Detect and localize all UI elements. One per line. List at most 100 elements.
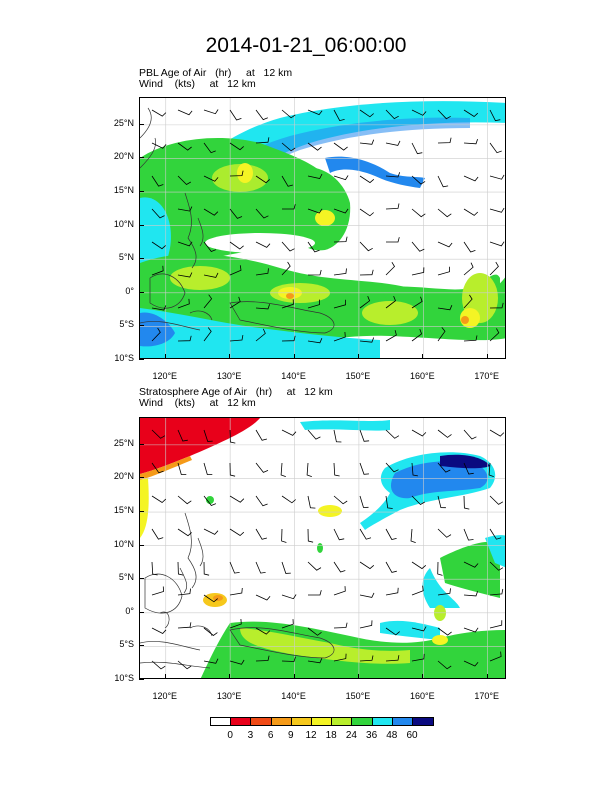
latitude-label: 10°N [113,218,134,229]
wind-barb [203,208,219,216]
wind-barb [281,528,287,543]
wind-barb [177,109,193,116]
latitude-tick [139,258,144,260]
wind-barb [177,660,192,670]
longitude-tick [164,674,166,679]
wind-barb [203,462,213,475]
pbl-yellow-1 [237,163,253,183]
wind-barb [229,335,244,342]
wind-barb [255,655,270,662]
age-of-air-colorbar [210,717,435,726]
pbl-cyan-south [140,308,380,358]
pbl-orange-1 [286,293,294,299]
wind-barb [333,331,346,342]
longitude-tick [486,354,488,359]
strat-red-nw [140,418,260,474]
longitude-label: 160°E [409,691,435,701]
pbl-coast-philippines [184,192,204,269]
wind-barb [151,586,164,596]
wind-barb [333,236,348,243]
wind-barb [489,495,504,505]
wind-barb [229,429,236,444]
wind-barb [255,594,271,601]
wind-barb [489,142,502,154]
colorbar-swatch [311,718,333,725]
wind-barb [463,109,479,118]
wind-barb [411,329,423,342]
strat-field [140,418,505,678]
wind-barb [151,208,165,219]
wind-barb [177,272,193,278]
wind-barb [463,208,479,216]
wind-barb [359,429,370,442]
strat-cyan-right-edge [485,535,505,568]
wind-barb [151,462,164,474]
wind-barb [359,109,374,118]
wind-barb [177,298,190,309]
wind-barb [437,627,452,636]
strat-title-line2: Wind (kts) at 12 km [139,397,256,409]
latitude-label: 15°N [113,185,134,196]
colorbar-swatch [412,718,434,725]
wind-barb [488,462,494,477]
longitude-tick [486,674,488,679]
wind-barb [203,327,212,342]
latitude-label: 5°S [119,319,134,330]
wind-barb [463,262,474,276]
wind-barb [177,142,192,151]
strat-darkblue-ne [440,454,490,469]
wind-barb [489,261,499,276]
wind-barb [437,109,451,120]
wind-barb [489,241,505,247]
wind-barb [359,592,375,598]
pbl-lightgreen-2 [170,266,230,290]
latitude-label: 20°N [113,151,134,162]
longitude-label: 150°E [345,371,371,381]
colorbar-swatch [251,718,272,725]
wind-barb [437,327,446,342]
wind-barb [281,299,294,309]
wind-barb [333,561,346,573]
wind-barb [307,495,316,509]
strat-green-dot-1 [206,496,214,504]
wind-barb [489,528,502,540]
wind-barb [385,295,396,309]
wind-barb [255,429,268,441]
longitude-label: 130°E [216,371,242,381]
wind-barb [151,660,166,670]
wind-barb [203,272,219,278]
wind-barb [203,294,213,309]
strat-cyan-se [422,568,460,608]
wind-barb [229,659,245,665]
strat-age-map [139,417,506,679]
wind-barb [151,142,167,149]
wind-barb [437,266,450,276]
wind-barb [281,142,296,152]
latitude-tick [139,291,144,293]
wind-barb [489,109,501,122]
latitude-label: 0° [125,605,134,616]
wind-barb [229,462,236,477]
wind-barb [359,139,375,145]
latitude-label: 5°S [119,639,134,650]
wind-barb [359,561,375,570]
wind-barb [411,626,427,632]
wind-barb [463,528,474,541]
wind-barb [255,462,269,473]
longitude-tick [229,354,231,359]
colorbar-label: 60 [406,730,418,741]
wind-barb [229,495,245,503]
colorbar-label: 9 [288,730,294,741]
wind-barb [385,203,400,210]
wind-barb [229,170,244,177]
main-title: 2014-01-21_06:00:00 [205,34,407,57]
wind-barb [385,429,400,439]
longitude-label: 170°E [474,691,499,701]
wind-barb [410,528,416,543]
wind-barb [177,462,187,475]
wind-barb [411,267,425,276]
strat-coast-philippines [179,512,204,594]
latitude-tick [139,157,144,159]
wind-barb [411,561,427,570]
wind-barb [463,495,470,510]
